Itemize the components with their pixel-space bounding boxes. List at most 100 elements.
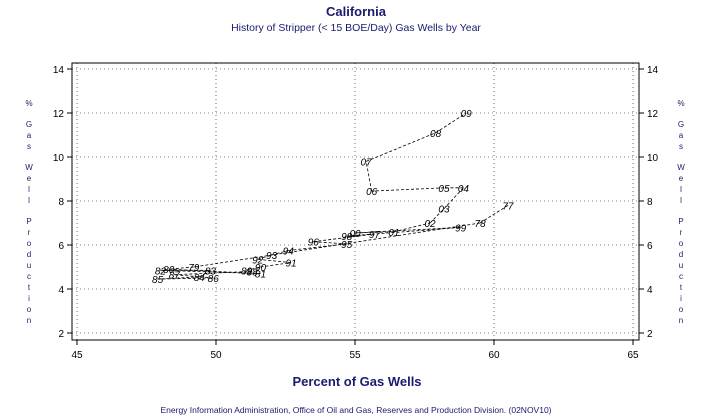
- point-label-98: 98: [341, 232, 353, 243]
- x-tick-label: 60: [488, 350, 500, 361]
- point-label-86: 86: [208, 274, 220, 285]
- y-axis-label-char: o: [27, 239, 32, 248]
- point-label-02: 02: [424, 219, 436, 230]
- y-axis-label-char: u: [27, 261, 31, 270]
- y-axis-label-char: i: [680, 294, 682, 303]
- x-tick-label: 65: [627, 350, 639, 361]
- point-label-93: 93: [266, 251, 278, 262]
- y-tick-label-right: 2: [647, 329, 653, 340]
- chart-subtitle: History of Stripper (< 15 BOE/Day) Gas W…: [231, 22, 481, 34]
- point-label-82: 82: [155, 266, 167, 277]
- y-axis-label-char: i: [28, 294, 30, 303]
- point-label-83: 83: [205, 266, 217, 277]
- point-label-92: 92: [252, 255, 264, 266]
- y-axis-label-char: u: [679, 261, 683, 270]
- y-axis-label-char: c: [27, 272, 31, 281]
- y-axis-label-char: n: [27, 316, 31, 325]
- series-segment: [429, 208, 445, 224]
- y-axis-label-char: s: [679, 142, 683, 151]
- chart-title: California: [326, 4, 387, 19]
- y-axis-label-char: c: [679, 272, 683, 281]
- series-segment: [193, 222, 481, 268]
- x-axis-label: Percent of Gas Wells: [292, 374, 421, 389]
- point-label-00: 00: [349, 229, 361, 240]
- point-label-90: 90: [255, 263, 267, 274]
- series-lines: [157, 112, 509, 280]
- series-segment: [393, 222, 431, 233]
- point-label-01: 01: [388, 228, 399, 239]
- point-label-97: 97: [369, 230, 381, 241]
- series-segment: [257, 254, 272, 260]
- plot-frame: [71, 62, 640, 341]
- series-segment: [313, 241, 347, 245]
- y-axis-label-char: l: [28, 196, 30, 205]
- point-label-09: 09: [461, 109, 473, 120]
- y-axis-label-char: e: [679, 174, 684, 183]
- y-axis-label-char: t: [28, 283, 31, 292]
- series-segment: [313, 233, 375, 243]
- source-footer: Energy Information Administration, Offic…: [160, 405, 551, 415]
- y-axis-label-char: W: [25, 163, 33, 172]
- y-axis-label-char: d: [27, 250, 31, 259]
- series-segment: [160, 269, 261, 274]
- y-tick-label-left: 4: [58, 285, 64, 296]
- series-segment: [246, 269, 253, 272]
- y-axis-label-char: r: [28, 228, 31, 237]
- y-tick-label-left: 10: [53, 153, 65, 164]
- series-segment: [479, 205, 509, 224]
- point-label-07: 07: [361, 157, 373, 168]
- point-label-03: 03: [438, 205, 450, 216]
- point-label-88: 88: [247, 267, 259, 278]
- y-axis-label-char: W: [677, 163, 685, 172]
- y-axis-label-char: l: [680, 185, 682, 194]
- y-axis-label-char: G: [26, 120, 32, 129]
- series-segment: [257, 258, 292, 263]
- y-tick-label-left: 2: [58, 329, 64, 340]
- y-axis-label-char: G: [678, 120, 684, 129]
- point-label-96: 96: [308, 238, 320, 249]
- series-segment: [157, 276, 200, 280]
- series-segment: [246, 266, 261, 271]
- y-axis-label-char: n: [679, 316, 683, 325]
- y-tick-label-right: 4: [647, 285, 653, 296]
- series-segment: [435, 112, 467, 134]
- point-label-94: 94: [283, 247, 295, 258]
- x-tick-label: 50: [210, 350, 222, 361]
- y-tick-label-right: 6: [647, 241, 653, 252]
- point-label-08: 08: [430, 129, 442, 140]
- series-segment: [174, 271, 253, 276]
- series-segment: [157, 277, 214, 280]
- y-axis-label-char: P: [26, 217, 31, 226]
- y-tick-label-left: 14: [53, 65, 65, 76]
- point-label-04: 04: [458, 184, 470, 195]
- point-label-78: 78: [475, 219, 487, 230]
- point-label-99: 99: [455, 223, 467, 234]
- series-segment: [168, 266, 194, 270]
- series-segment: [260, 262, 292, 268]
- y-axis-label-char: o: [679, 239, 684, 248]
- series-segment: [346, 227, 461, 237]
- y-tick-label-right: 14: [647, 65, 659, 76]
- y-axis-label-char: a: [679, 131, 684, 140]
- point-label-89: 89: [241, 266, 253, 277]
- y-axis-label-char: a: [27, 131, 32, 140]
- x-tick-label: 45: [71, 350, 83, 361]
- point-label-81: 81: [255, 270, 266, 281]
- y-tick-label-right: 12: [647, 109, 659, 120]
- y-axis-label-char: r: [680, 228, 683, 237]
- y-axis-label-char: e: [27, 174, 32, 183]
- point-label-77: 77: [502, 201, 514, 212]
- y-axis-label-char: d: [679, 250, 683, 259]
- y-axis-label-char: o: [679, 305, 684, 314]
- y-tick-label-left: 6: [58, 241, 64, 252]
- point-label-79: 79: [188, 263, 200, 274]
- y-axis-label-char: l: [28, 185, 30, 194]
- point-label-84: 84: [194, 273, 206, 284]
- series-segment: [365, 161, 373, 192]
- series-segment: [365, 132, 436, 162]
- series-segment: [271, 250, 289, 256]
